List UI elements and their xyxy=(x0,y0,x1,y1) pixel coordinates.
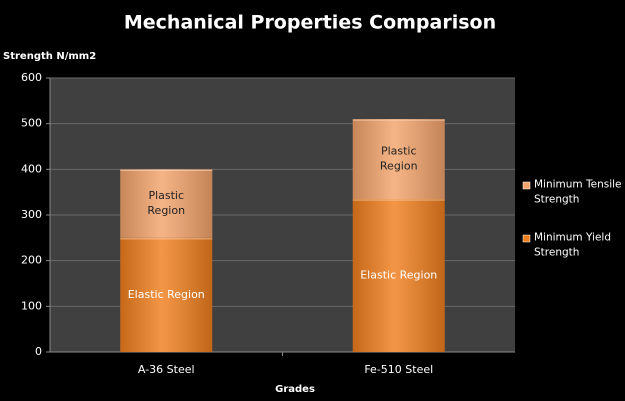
y-tick-label: 0 xyxy=(35,345,42,358)
legend-label: Minimum Yield Strength xyxy=(534,232,611,259)
y-tick-label: 200 xyxy=(21,254,42,267)
region-label: Elastic Region xyxy=(128,288,205,301)
y-tick-label: 600 xyxy=(21,71,42,84)
x-tick-label: A-36 Steel xyxy=(138,363,195,376)
y-tick-label: 500 xyxy=(21,117,42,130)
bar-shine xyxy=(120,169,213,238)
bar-shine xyxy=(352,199,445,352)
legend-label: Minimum Tensile Strength xyxy=(534,179,622,206)
region-label: Plastic Region xyxy=(380,145,418,173)
y-tick-label: 400 xyxy=(21,162,42,175)
y-tick-label: 300 xyxy=(21,208,42,221)
y-tick-label: 100 xyxy=(21,299,42,312)
x-axis-label: Grades xyxy=(275,384,315,395)
x-tick-label: Fe-510 Steel xyxy=(364,363,433,376)
legend-swatch xyxy=(522,234,531,243)
bar-shine xyxy=(352,119,445,200)
y-axis-label: Strength N/mm2 xyxy=(3,51,96,62)
chart-title: Mechanical Properties Comparison xyxy=(124,12,496,34)
bar-shine xyxy=(120,237,213,352)
region-label: Plastic Region xyxy=(147,189,185,217)
region-label: Elastic Region xyxy=(360,269,437,282)
legend-swatch xyxy=(522,181,531,190)
